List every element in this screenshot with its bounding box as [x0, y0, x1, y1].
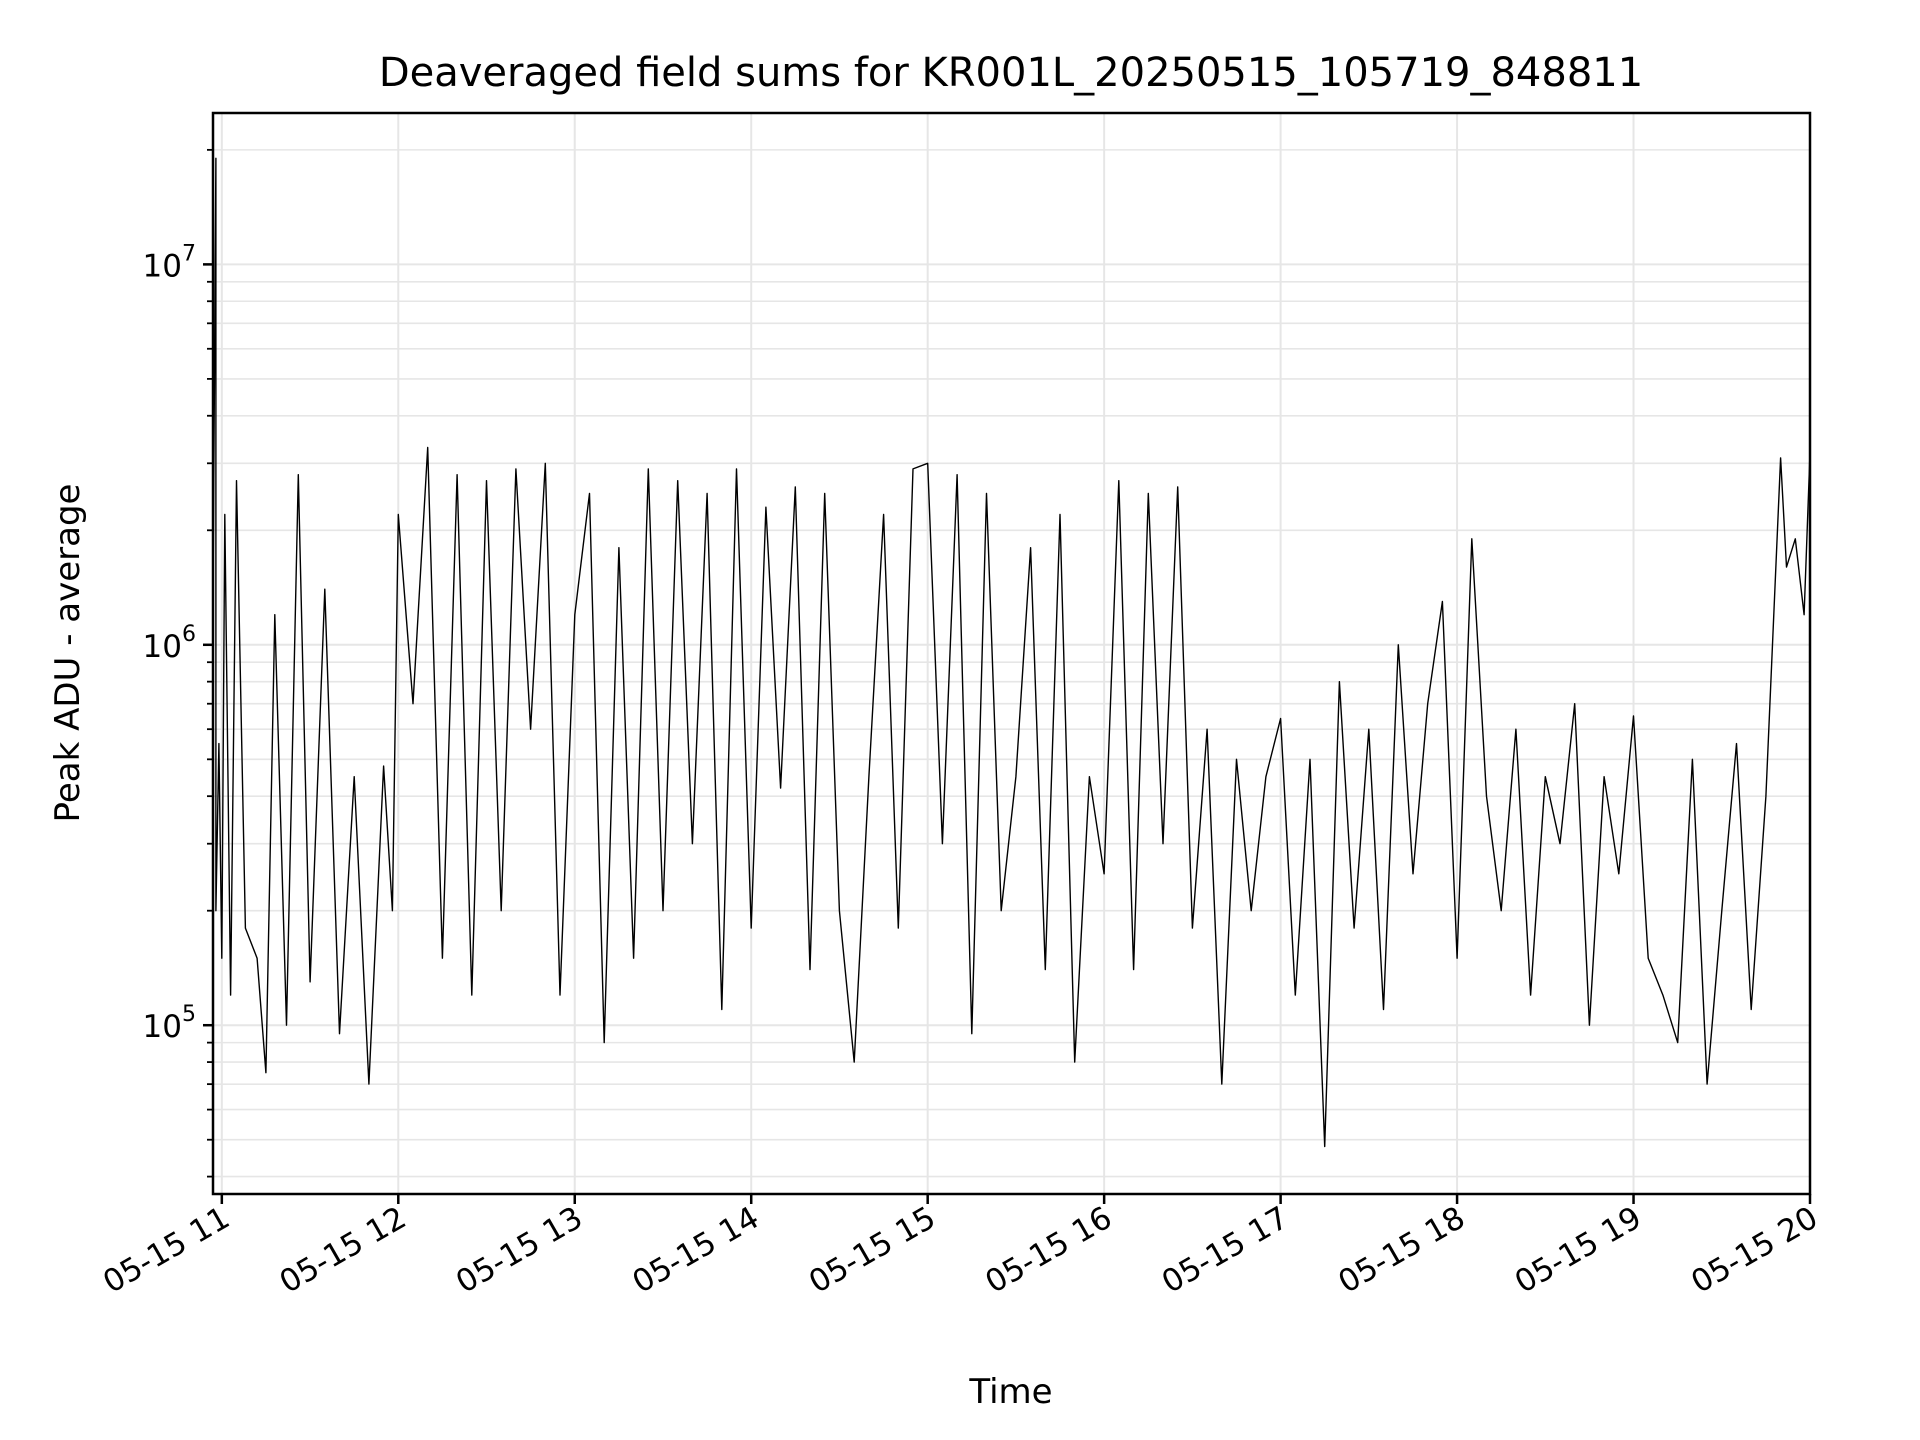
y-axis-label: Peak ADU - average	[48, 484, 88, 823]
y-tick-label: 106	[143, 622, 196, 665]
chart-title: Deaveraged field sums for KR001L_2025051…	[379, 50, 1643, 96]
x-axis-label: Time	[968, 1372, 1052, 1412]
axes-frame	[211, 111, 1812, 1196]
series-line	[212, 157, 1811, 1148]
y-axis-ticks: 105 106 107	[143, 148, 213, 1178]
y-tick-label: 105	[143, 1002, 196, 1045]
plot-area	[213, 113, 1810, 1194]
y-tick-label: 107	[143, 241, 196, 284]
data-series	[212, 157, 1811, 1148]
